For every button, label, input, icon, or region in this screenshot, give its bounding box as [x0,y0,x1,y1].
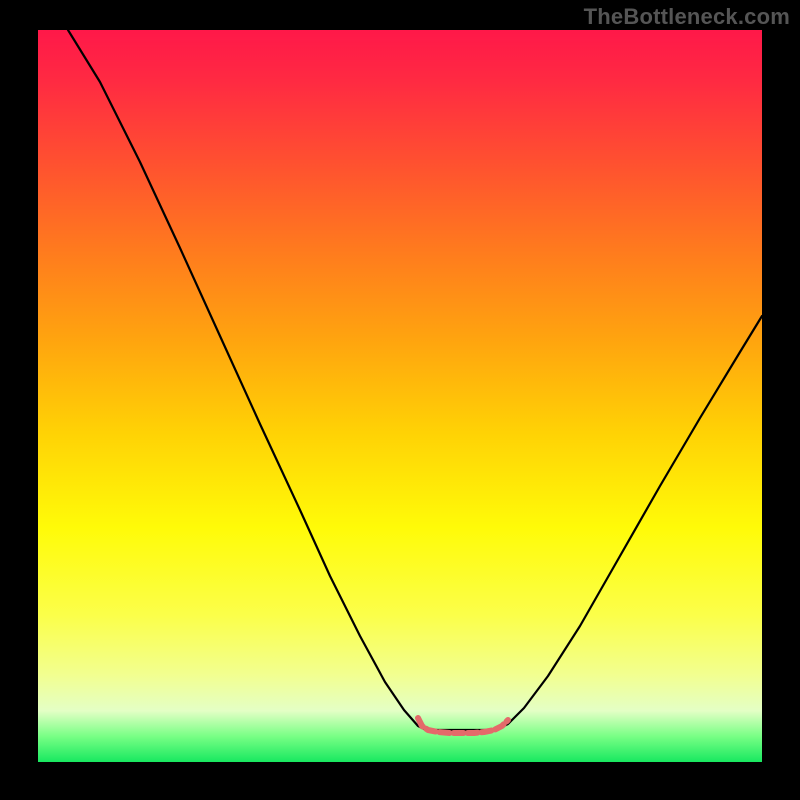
chart-container: TheBottleneck.com [0,0,800,800]
gradient-heatmap [38,30,762,762]
watermark-text: TheBottleneck.com [584,4,790,30]
bottleneck-chart-svg [0,0,800,800]
